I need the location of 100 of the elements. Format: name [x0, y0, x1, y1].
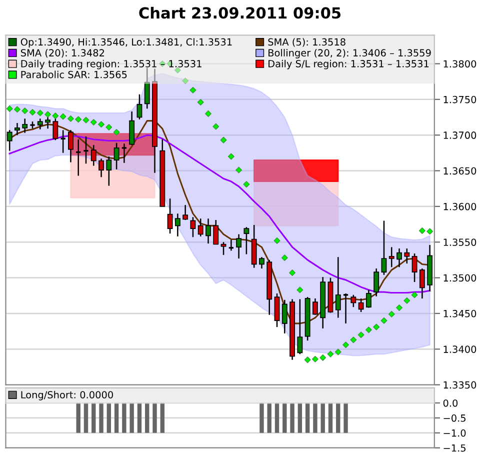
- point: [52, 112, 59, 120]
- y-tick-label: 1.3450: [444, 310, 476, 318]
- candlestick: [182, 204, 188, 221]
- y-tick-label: −1.5: [444, 444, 466, 452]
- candlestick: [190, 216, 196, 238]
- candlestick: [174, 212, 180, 238]
- candlestick: [14, 122, 20, 136]
- point: [320, 354, 326, 361]
- point: [274, 237, 280, 244]
- candlestick: [236, 234, 242, 260]
- point: [236, 166, 242, 174]
- point: [36, 110, 44, 116]
- candlestick: [144, 67, 150, 110]
- point: [342, 342, 349, 348]
- y-tick-label: 1.3400: [444, 346, 476, 353]
- candlestick: [419, 268, 425, 300]
- point: [304, 356, 311, 364]
- candlestick: [114, 142, 120, 170]
- y-tick-label: 1.3550: [444, 238, 476, 246]
- point: [182, 78, 189, 84]
- candlestick: [98, 158, 104, 178]
- candlestick: [358, 298, 364, 313]
- legend-label: SMA (5): 1.3518: [268, 38, 346, 47]
- candlestick: [37, 118, 43, 130]
- chart-title: Chart 23.09.2011 09:05: [139, 6, 341, 19]
- candlestick: [259, 256, 264, 270]
- candlestick: [381, 220, 387, 276]
- legend-label: Long/Short: 0.0000: [21, 390, 113, 400]
- candlestick: [82, 136, 90, 164]
- candlestick: [167, 198, 173, 234]
- point: [334, 348, 342, 356]
- point: [90, 119, 97, 126]
- candlestick: [220, 241, 226, 256]
- point: [350, 336, 357, 344]
- candlestick: [412, 252, 418, 283]
- point: [411, 292, 418, 298]
- point: [212, 123, 220, 130]
- point: [220, 136, 227, 144]
- point: [60, 113, 66, 120]
- candlestick: [121, 143, 128, 164]
- point: [388, 310, 395, 318]
- legend-label: Bollinger (20, 2): 1.3406 – 1.3559: [268, 48, 431, 58]
- point: [373, 324, 380, 330]
- point: [197, 99, 204, 106]
- candlestick: [136, 94, 142, 120]
- candlestick: [350, 294, 356, 308]
- point: [289, 270, 296, 276]
- point: [67, 115, 74, 122]
- point: [106, 124, 112, 130]
- point: [243, 181, 250, 188]
- candlestick: [213, 219, 219, 245]
- candlestick: [312, 298, 318, 316]
- y-tick-label: −0.5: [444, 414, 466, 422]
- candlestick: [388, 246, 394, 268]
- y-tick-label: 1.3650: [444, 167, 476, 175]
- y-tick-label: 1.3600: [444, 202, 476, 210]
- candlestick: [90, 144, 96, 166]
- point: [29, 109, 36, 116]
- candlestick: [374, 268, 380, 297]
- legend-label: Daily S/L region: 1.3531 – 1.3531: [268, 60, 429, 70]
- candlestick: [106, 156, 112, 186]
- y-tick-label: 1.3350: [444, 381, 476, 389]
- candlestick: [335, 256, 341, 318]
- legend-label: Op:1.3490, Hi:1.3546, Lo:1.3481, Cl:1.3531: [20, 38, 232, 48]
- point: [44, 111, 52, 118]
- point: [396, 304, 402, 311]
- point: [82, 116, 90, 124]
- point: [380, 317, 388, 324]
- point: [404, 297, 410, 304]
- point: [327, 350, 334, 358]
- point: [358, 332, 364, 338]
- legend-label: Daily trading region: 1.3531 – 1.3531: [21, 60, 202, 70]
- point: [312, 356, 318, 362]
- legend-label: Parabolic SAR: 1.3565: [21, 70, 127, 78]
- point: [6, 105, 13, 112]
- candlestick: [396, 248, 402, 268]
- candlestick: [198, 218, 204, 238]
- y-tick-label: 1.3800: [444, 60, 476, 68]
- point: [281, 254, 288, 262]
- point: [75, 116, 82, 123]
- point: [426, 228, 434, 235]
- candlestick: [68, 129, 74, 163]
- point: [14, 106, 20, 113]
- point: [296, 286, 304, 294]
- candlestick: [404, 248, 410, 264]
- point: [228, 153, 234, 160]
- y-tick-label: 0.0: [443, 399, 458, 407]
- point: [190, 86, 196, 94]
- candlestick: [244, 226, 250, 255]
- candlestick: [282, 299, 288, 334]
- point: [22, 108, 28, 114]
- point: [113, 128, 120, 136]
- candlestick: [297, 298, 303, 355]
- legend-label: SMA (20): 1.3482: [20, 48, 104, 58]
- y-tick-label: 1.3500: [444, 274, 476, 282]
- candlestick: [6, 129, 12, 152]
- point: [205, 110, 212, 117]
- point: [98, 121, 104, 128]
- y-tick-label: −1.0: [444, 429, 466, 437]
- point: [418, 227, 426, 234]
